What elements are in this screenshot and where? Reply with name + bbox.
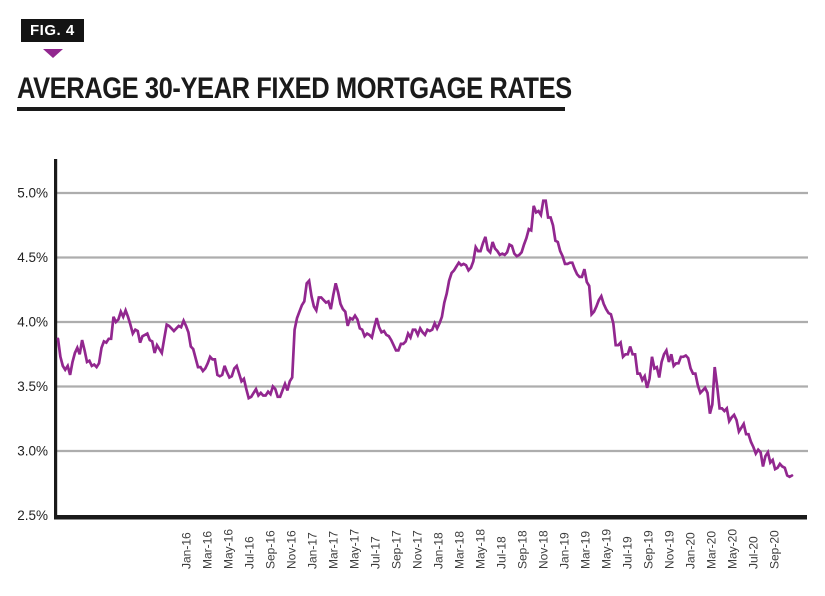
x-axis-tick-label: Mar-16	[200, 531, 214, 569]
x-axis-tick-label: Jul-18	[494, 536, 508, 569]
x-axis-tick-label: Nov-19	[662, 530, 676, 569]
x-axis-line	[54, 515, 807, 520]
x-axis-tick-label: Jan-16	[179, 532, 193, 569]
x-axis-tick-label: Jul-19	[620, 536, 634, 569]
x-axis-tick-label: May-17	[347, 529, 361, 569]
x-axis-tick-label: Jul-16	[242, 536, 256, 569]
x-axis-tick-label: May-19	[599, 529, 613, 569]
page-title: AVERAGE 30-YEAR FIXED MORTGAGE RATES	[17, 72, 572, 105]
x-axis-tick-label: Sep-17	[389, 530, 403, 569]
y-axis-line	[54, 159, 58, 519]
x-axis-tick-label: Jan-19	[557, 532, 571, 569]
x-axis-tick-label: Jan-17	[305, 532, 319, 569]
x-axis-tick-label: Sep-16	[263, 530, 277, 569]
y-axis-tick-label: 3.5%	[17, 379, 48, 394]
x-axis-tick-label: Sep-18	[515, 530, 529, 569]
x-axis-tick-label: Jul-20	[746, 536, 760, 569]
title-underline-divider	[17, 107, 565, 111]
x-axis-tick-label: Sep-20	[767, 530, 781, 569]
x-axis-tick-label: Jan-20	[683, 532, 697, 569]
x-axis-tick-label: Nov-16	[284, 530, 298, 569]
y-axis-tick-label: 3.0%	[17, 444, 48, 459]
y-axis-tick-label: 4.0%	[17, 315, 48, 330]
x-axis-tick-label: Nov-18	[536, 530, 550, 569]
x-axis-tick-label: Mar-20	[704, 531, 718, 569]
y-axis-tick-label: 2.5%	[17, 508, 48, 523]
x-axis-tick-label: Mar-18	[452, 531, 466, 569]
x-axis-tick-label: Jul-17	[368, 536, 382, 569]
figure-badge-label: FIG. 4	[30, 22, 75, 39]
x-axis-tick-label: Mar-17	[326, 531, 340, 569]
x-axis-tick-label: Sep-19	[641, 530, 655, 569]
x-axis-tick-label: May-16	[221, 529, 235, 569]
triangle-pointer-icon	[43, 49, 63, 58]
y-axis-tick-label: 5.0%	[17, 186, 48, 201]
rate-line-series	[56, 199, 794, 479]
figure-badge: FIG. 4	[21, 19, 84, 42]
x-axis-tick-label: Mar-19	[578, 531, 592, 569]
x-axis-tick-label: May-18	[473, 529, 487, 569]
x-axis-tick-label: May-20	[725, 529, 739, 569]
x-axis-tick-label: Nov-17	[410, 530, 424, 569]
y-axis-tick-label: 4.5%	[17, 250, 48, 265]
x-axis-tick-label: Jan-18	[431, 532, 445, 569]
